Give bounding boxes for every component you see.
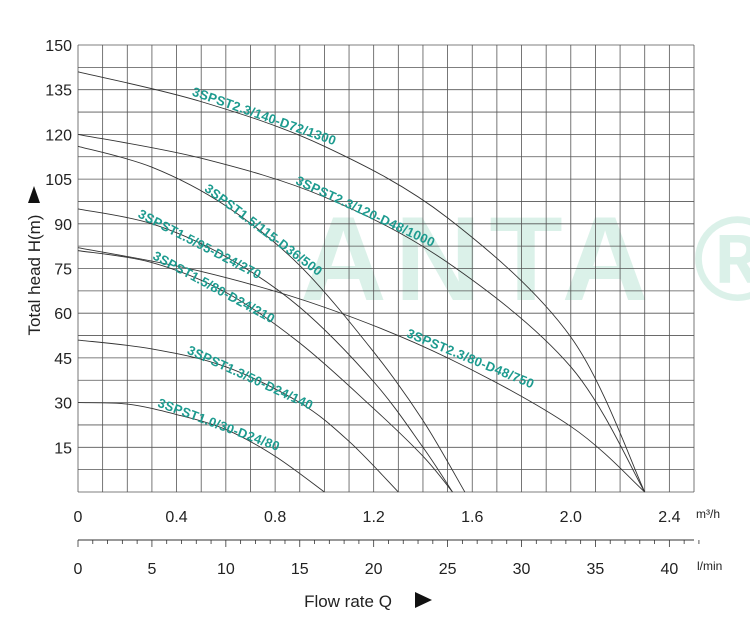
y-axis-label: Total head H(m)	[25, 215, 44, 336]
x-unit-secondary: l/min	[697, 559, 722, 573]
chart-axes	[77, 539, 700, 547]
chart-grid	[77, 44, 695, 493]
y-tick-label: 105	[45, 172, 72, 189]
series-label: 3SPST1.0/30-D24/80	[156, 395, 282, 454]
x-tick-label-secondary: 20	[365, 561, 383, 578]
y-tick-label: 90	[54, 217, 72, 234]
y-tick-label: 120	[45, 127, 72, 144]
series-line	[77, 208, 453, 493]
chart-curves	[77, 71, 646, 493]
x-tick-label-primary: 2.0	[560, 509, 582, 526]
series-line	[77, 250, 453, 493]
x-unit-primary: m³/h	[696, 507, 720, 521]
x-tick-label-secondary: 10	[217, 561, 235, 578]
y-tick-label: 45	[54, 351, 72, 368]
x-tick-label-secondary: 25	[439, 561, 457, 578]
x-tick-label-secondary: 30	[513, 561, 531, 578]
y-tick-label: 30	[54, 396, 72, 413]
x-tick-label-secondary: 0	[74, 561, 83, 578]
y-tick-label: 15	[54, 440, 72, 457]
series-line	[77, 71, 646, 493]
x-tick-label-primary: 1.2	[363, 509, 385, 526]
x-tick-label-secondary: 5	[147, 561, 156, 578]
x-tick-label-secondary: 35	[587, 561, 605, 578]
y-axis-arrow-icon	[28, 186, 40, 203]
x-tick-label-primary: 0	[74, 509, 83, 526]
x-tick-label-primary: 0.8	[264, 509, 286, 526]
y-tick-label: 135	[45, 83, 72, 100]
series-line	[77, 133, 646, 493]
y-tick-label: 150	[45, 38, 72, 55]
y-tick-label: 75	[54, 262, 72, 279]
series-line	[77, 247, 646, 493]
series-line	[77, 339, 399, 493]
x-tick-label-primary: 2.4	[658, 509, 680, 526]
series-label: 3SPST2.3/140-D72/1300	[190, 84, 338, 148]
series-line	[77, 402, 325, 493]
x-tick-label-primary: 1.6	[461, 509, 483, 526]
x-tick-label-secondary: 15	[291, 561, 309, 578]
x-axis-label: Flow rate Q	[304, 592, 392, 611]
x-axis-arrow-icon	[415, 592, 432, 608]
y-tick-label: 60	[54, 306, 72, 323]
x-tick-label-primary: 0.4	[165, 509, 187, 526]
series-line	[77, 145, 466, 493]
x-tick-label-secondary: 40	[660, 561, 678, 578]
watermark-logo: ANTA ®	[300, 192, 750, 326]
